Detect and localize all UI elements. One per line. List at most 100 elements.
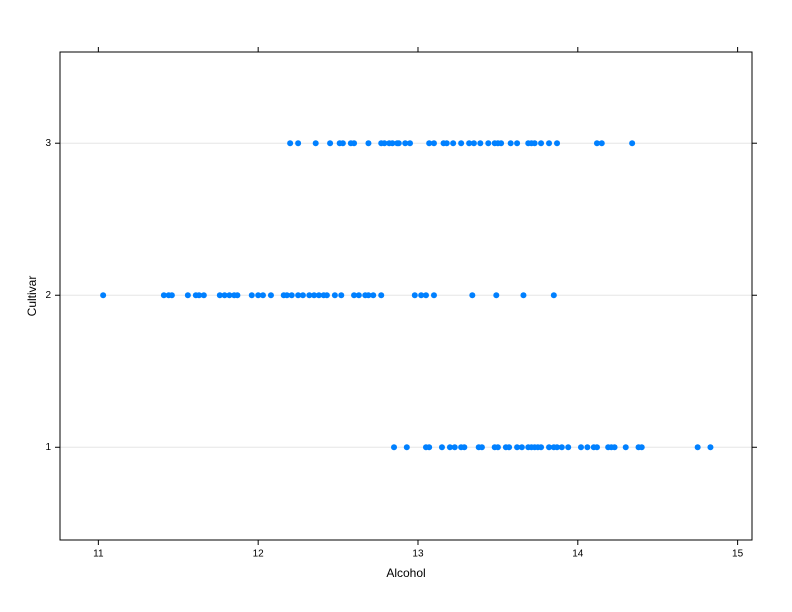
dot (378, 292, 385, 299)
dot (255, 292, 262, 299)
dot (299, 292, 306, 299)
dot (550, 292, 557, 299)
dot (593, 140, 600, 147)
dot (355, 292, 362, 299)
dot (395, 140, 402, 147)
dot (638, 444, 645, 451)
dot (531, 140, 538, 147)
dot (546, 444, 553, 451)
dot (485, 140, 492, 147)
dot (565, 444, 572, 451)
plot-frame (59, 51, 753, 541)
dot (295, 140, 302, 147)
dot (226, 292, 233, 299)
dot (295, 292, 302, 299)
x-tick-label: 13 (412, 549, 424, 560)
dot (248, 292, 255, 299)
dot (611, 444, 618, 451)
x-tick-label: 14 (572, 549, 584, 560)
dot (451, 444, 458, 451)
dot (406, 140, 413, 147)
dot (184, 292, 191, 299)
dot (403, 444, 410, 451)
dot (629, 140, 636, 147)
dot (411, 292, 418, 299)
y-tick-label: 3 (45, 138, 51, 149)
dot (370, 292, 377, 299)
dot (402, 140, 409, 147)
dot (312, 140, 319, 147)
dot (327, 140, 334, 147)
dot (351, 140, 358, 147)
dot (381, 140, 388, 147)
dot (494, 444, 501, 451)
x-tick-label: 12 (253, 549, 265, 560)
dot (339, 140, 346, 147)
dot (200, 292, 207, 299)
dot (430, 292, 437, 299)
dot (426, 444, 433, 451)
dot (478, 444, 485, 451)
x-axis-label: Alcohol (386, 566, 425, 580)
dot (267, 292, 274, 299)
dot (315, 292, 322, 299)
dot (558, 444, 565, 451)
dot (331, 292, 338, 299)
dot (520, 292, 527, 299)
dot (514, 444, 521, 451)
dot (365, 292, 372, 299)
dot (538, 444, 545, 451)
dot (466, 140, 473, 147)
dot (707, 444, 714, 451)
dot (234, 292, 241, 299)
dot (584, 444, 591, 451)
dot (554, 444, 561, 451)
dot (514, 140, 521, 147)
dot (577, 444, 584, 451)
dot (506, 444, 513, 451)
dot (311, 292, 318, 299)
dot (259, 292, 266, 299)
dot (422, 292, 429, 299)
dot (546, 140, 553, 147)
dot (100, 292, 107, 299)
dot (196, 292, 203, 299)
dot (365, 140, 372, 147)
dot (389, 140, 396, 147)
dot (538, 140, 545, 147)
dot (554, 140, 561, 147)
x-tick-label: 11 (93, 549, 104, 560)
dot (426, 140, 433, 147)
dot (438, 444, 445, 451)
dot (216, 292, 223, 299)
dot (430, 140, 437, 147)
dot (469, 292, 476, 299)
dot (283, 292, 290, 299)
dot (498, 140, 505, 147)
dot (443, 140, 450, 147)
dot (418, 292, 425, 299)
dot (493, 292, 500, 299)
x-tick-label: 15 (732, 549, 744, 560)
y-axis-label: Cultivar (25, 276, 39, 317)
dot (306, 292, 313, 299)
dot (470, 140, 477, 147)
dot (221, 292, 228, 299)
dot (391, 444, 398, 451)
dot (518, 444, 525, 451)
dot (598, 140, 605, 147)
dot (450, 140, 457, 147)
dot (461, 444, 468, 451)
dot (458, 140, 465, 147)
dot (507, 140, 514, 147)
dot (351, 292, 358, 299)
dot (287, 140, 294, 147)
y-tick-label: 2 (45, 290, 51, 301)
dot (288, 292, 295, 299)
dot (446, 444, 453, 451)
dot (338, 292, 345, 299)
dot (168, 292, 175, 299)
dot (694, 444, 701, 451)
dot (622, 444, 629, 451)
